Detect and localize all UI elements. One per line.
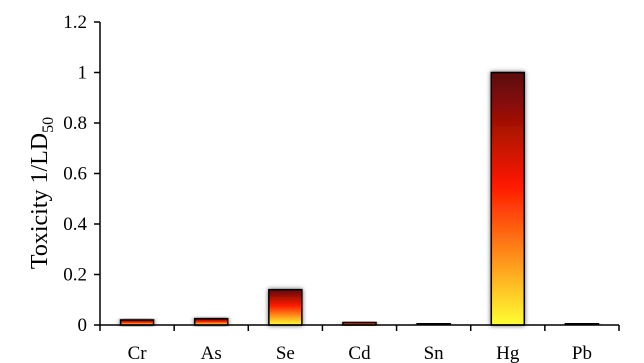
y-axis-ticks: 0 0.2 0.4 0.6 0.8 1 1.2: [63, 12, 100, 336]
y-axis-title: Toxicity 1/LD50: [27, 117, 57, 269]
x-tick-label: Cd: [348, 343, 371, 363]
bar-cr: [119, 319, 155, 326]
x-tick-label: Pb: [572, 343, 592, 363]
x-tick-label: Sn: [424, 343, 445, 363]
y-tick-label: 1.2: [63, 12, 87, 33]
y-tick-label: 1: [78, 63, 88, 84]
bar-se: [268, 288, 303, 326]
bar-as: [193, 317, 229, 326]
x-tick-label: Hg: [496, 343, 520, 363]
y-tick-label: 0.4: [63, 214, 87, 235]
y-tick-label: 0.8: [63, 113, 87, 134]
x-tick-label: Se: [276, 343, 295, 363]
x-axis-ticks: Cr As Se Cd Sn Hg Pb: [99, 325, 620, 363]
y-tick-label: 0: [78, 315, 88, 336]
x-tick-label: As: [201, 343, 222, 363]
bar-hg: [490, 71, 526, 326]
x-tick-label: Cr: [128, 343, 148, 363]
y-tick-label: 0.6: [63, 164, 87, 185]
bars-group: [119, 71, 600, 326]
y-tick-label: 0.2: [63, 265, 87, 286]
